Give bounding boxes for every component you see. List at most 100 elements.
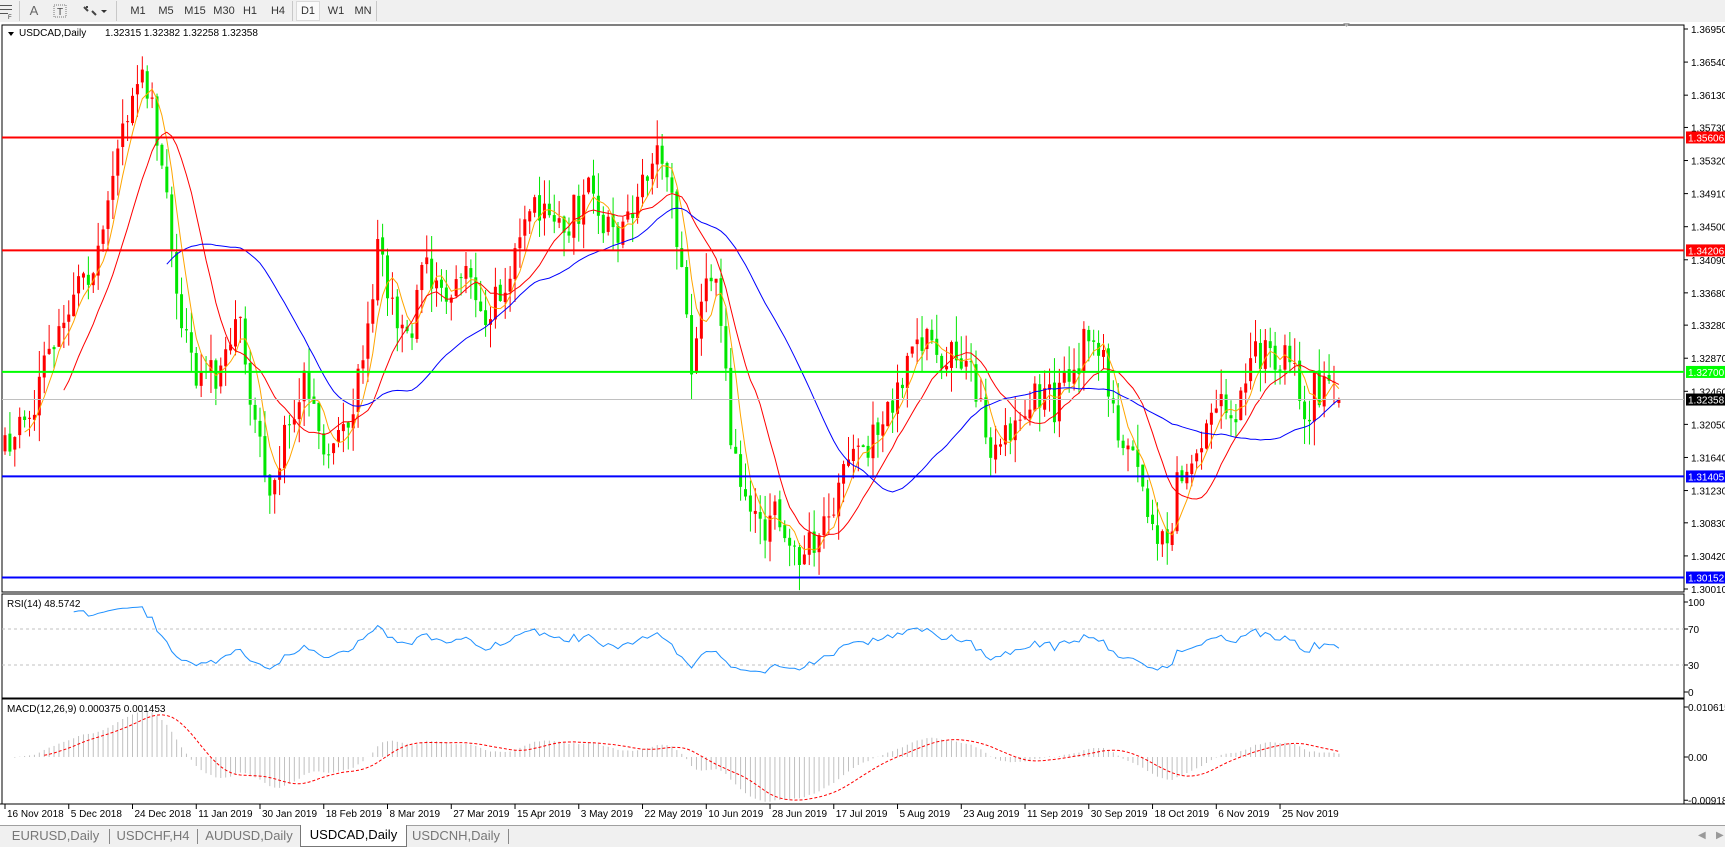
candle-body bbox=[444, 287, 448, 302]
candle-body bbox=[797, 547, 801, 566]
candle-body bbox=[611, 214, 615, 228]
chart-window[interactable]: 1.36950 1.36540 1.36130 1.35730 1.35320 1.349… bbox=[0, 22, 1725, 825]
candle-body bbox=[1087, 329, 1091, 342]
candle-body bbox=[768, 515, 772, 542]
candle-body bbox=[999, 444, 1003, 447]
candle-body bbox=[273, 480, 277, 495]
candle-body bbox=[219, 365, 223, 387]
collapse-triangle-icon[interactable] bbox=[8, 32, 14, 36]
rsi-tick-label: 70 bbox=[1688, 625, 1700, 636]
time-tick-label: 18 Oct 2019 bbox=[1155, 809, 1210, 820]
candle-body bbox=[415, 289, 419, 339]
candle-body bbox=[538, 195, 542, 221]
candle-body bbox=[523, 219, 527, 236]
candle-body bbox=[616, 225, 620, 243]
candle-body bbox=[390, 297, 394, 299]
rsi-pane-border bbox=[1, 593, 1685, 699]
timeframe-h1-button[interactable]: H1 bbox=[242, 5, 258, 17]
tab-separator bbox=[197, 829, 198, 844]
text-label-icon[interactable]: T bbox=[52, 2, 68, 20]
candle-body bbox=[1048, 384, 1052, 390]
candle-body bbox=[283, 424, 287, 469]
candle-body bbox=[1160, 531, 1164, 545]
candle-body bbox=[1190, 463, 1194, 474]
scroll-left-icon[interactable]: ◀ bbox=[1698, 830, 1706, 841]
candle-body bbox=[67, 314, 71, 322]
candle-body bbox=[312, 396, 316, 404]
candle-body bbox=[1200, 448, 1204, 453]
chart-tab[interactable]: USDCAD,Daily bbox=[300, 825, 407, 847]
candle-body bbox=[557, 218, 561, 223]
candle-body bbox=[150, 97, 154, 99]
time-tick-label: 28 Jun 2019 bbox=[772, 809, 827, 820]
candle-body bbox=[126, 121, 130, 123]
timeframe-d1-button[interactable]: D1 bbox=[296, 1, 320, 21]
candle-body bbox=[199, 371, 203, 386]
candle-body bbox=[1146, 488, 1150, 517]
candle-body bbox=[925, 329, 929, 349]
candle-body bbox=[621, 221, 625, 245]
candle-body bbox=[591, 175, 595, 194]
price-tick-label: 1.31230 bbox=[1691, 487, 1725, 498]
candle-body bbox=[356, 368, 360, 412]
chart-tab[interactable]: AUDUSD,Daily bbox=[205, 828, 293, 843]
candle-body bbox=[1018, 419, 1022, 421]
candle-body bbox=[175, 252, 179, 294]
candle-body bbox=[8, 433, 12, 452]
candle-body bbox=[1165, 529, 1169, 544]
candle-body bbox=[744, 489, 748, 497]
time-tick-label: 15 Apr 2019 bbox=[517, 809, 571, 820]
rsi-tick-label: 0 bbox=[1688, 688, 1694, 699]
candle-body bbox=[984, 397, 988, 438]
candle-body bbox=[739, 454, 743, 487]
chart-shift-marker-icon[interactable] bbox=[1343, 23, 1350, 27]
candle-body bbox=[322, 433, 326, 455]
text-a-icon[interactable]: A bbox=[29, 3, 39, 18]
candle-body bbox=[601, 214, 605, 234]
candle-body bbox=[989, 437, 993, 458]
period-separator-icon[interactable]: F bbox=[0, 2, 14, 21]
price-tick-label: 1.32870 bbox=[1691, 354, 1725, 365]
candle-body bbox=[1131, 446, 1135, 451]
macd-histogram bbox=[14, 710, 1340, 802]
timeframe-m5-button[interactable]: M5 bbox=[158, 5, 174, 17]
chart-tab[interactable]: USDCNH,Daily bbox=[411, 828, 501, 843]
rsi-label: RSI(14) 48.5742 bbox=[7, 599, 81, 610]
candle-body bbox=[1263, 340, 1267, 369]
candle-body bbox=[650, 163, 654, 180]
arrows-icon[interactable] bbox=[80, 2, 108, 20]
chart-ohlc-label: 1.32315 1.32382 1.32258 1.32358 bbox=[105, 28, 258, 39]
candle-body bbox=[1337, 399, 1341, 403]
price-tick-label: 1.31640 bbox=[1691, 453, 1725, 464]
candle-body bbox=[1293, 362, 1297, 364]
level-price-badge bbox=[1686, 571, 1725, 584]
candle-body bbox=[851, 448, 855, 462]
level-price-badge bbox=[1686, 131, 1725, 144]
scroll-right-icon[interactable]: ▶ bbox=[1716, 830, 1724, 841]
candle-body bbox=[341, 424, 345, 432]
candle-body bbox=[665, 162, 669, 178]
candle-body bbox=[724, 326, 728, 369]
timeframe-h4-button[interactable]: H4 bbox=[270, 5, 286, 17]
timeframe-m30-button[interactable]: M30 bbox=[213, 5, 235, 17]
candle-body bbox=[425, 257, 429, 265]
chart-tab[interactable]: EURUSD,Daily bbox=[11, 828, 100, 843]
candle-body bbox=[1072, 369, 1076, 384]
candle-body bbox=[189, 332, 193, 353]
candle-body bbox=[518, 237, 522, 249]
timeframe-m15-button[interactable]: M15 bbox=[184, 5, 206, 17]
time-tick-label: 8 Mar 2019 bbox=[390, 809, 441, 820]
candle-body bbox=[802, 554, 806, 565]
timeframe-mn-button[interactable]: MN bbox=[354, 5, 372, 17]
candle-body bbox=[52, 347, 56, 350]
candle-body bbox=[1136, 449, 1140, 467]
candle-body bbox=[479, 301, 483, 312]
timeframe-m1-button[interactable]: M1 bbox=[130, 5, 146, 17]
level-price-label: 1.34206 bbox=[1688, 246, 1725, 257]
candle-body bbox=[856, 445, 860, 447]
timeframe-w1-button[interactable]: W1 bbox=[327, 5, 345, 17]
candle-body bbox=[253, 404, 257, 420]
chart-tab[interactable]: USDCHF,H4 bbox=[116, 828, 190, 843]
candle-body bbox=[876, 422, 880, 435]
price-tick-label: 1.32460 bbox=[1691, 387, 1725, 398]
